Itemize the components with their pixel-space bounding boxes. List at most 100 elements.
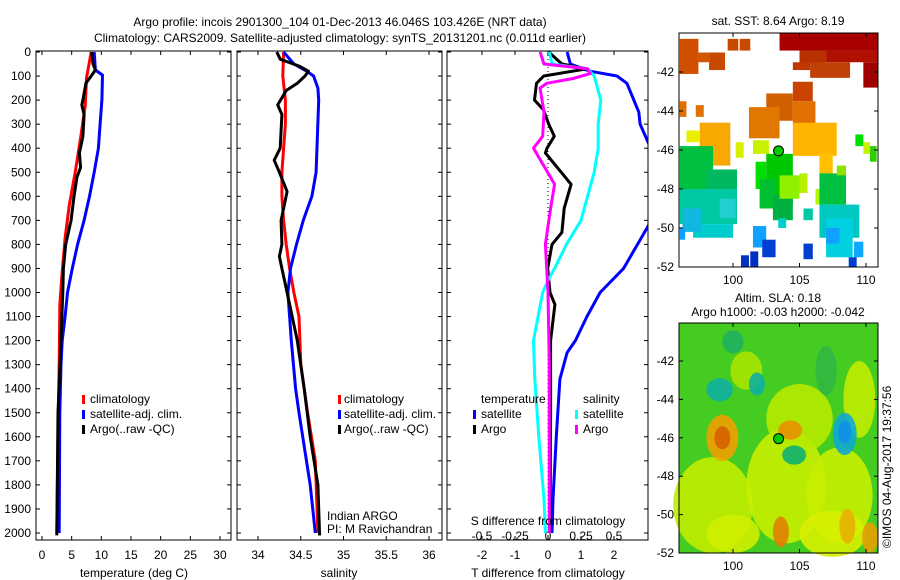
salinity-panel: 34 34.5 35 35.5 36: [236, 50, 443, 562]
s-difference-label: S difference from climatology: [471, 514, 626, 528]
sla-anomaly: [838, 420, 852, 444]
sst-cell: [762, 239, 776, 258]
series-line-argo-raw-qc-: [272, 51, 322, 536]
sst-cell: [855, 134, 864, 147]
sst-cell: [709, 52, 726, 71]
sla-anomaly: [815, 345, 837, 396]
y-tick-label: 1600: [4, 430, 31, 444]
sst-cell: [799, 173, 808, 193]
sst-cell: [740, 255, 749, 267]
lat-tick-label: -50: [657, 508, 675, 522]
sst-cell: [755, 161, 767, 189]
series-line-argo-raw-qc-: [55, 51, 97, 536]
s-tick-label: 0.25: [569, 529, 593, 543]
series-line-salinity-argo: [532, 51, 592, 533]
map-frame: [678, 32, 879, 268]
y-tick-label: 300: [11, 117, 31, 131]
sst-cell: [792, 81, 813, 102]
y-tick-label: 400: [11, 141, 31, 155]
y-tick-label: 800: [11, 237, 31, 251]
legend-argo: Argo(..raw -QC): [344, 422, 429, 436]
temperature-panel: 0100200300400500600700800900100011001200…: [4, 45, 232, 562]
sst-cell: [863, 62, 878, 88]
x-tick-label: 30: [213, 548, 227, 562]
sla-anomaly: [799, 510, 866, 557]
sla-map-subtitle: Argo h1000: -0.03 h2000: -0.042: [691, 305, 865, 319]
series-group: [532, 51, 648, 534]
s-tick-label: 0: [545, 529, 552, 543]
y-tick-label: 600: [11, 189, 31, 203]
sst-cell: [750, 251, 759, 267]
x-tick-label: 0: [39, 548, 46, 562]
timestamp: ©IMOS 04-Aug-2017 19:37:56: [880, 385, 894, 548]
argo-location-marker: [773, 433, 785, 445]
difference-panel: -2 -1 0 1 2 -0.5 -0.25 0 0.25 0.5: [446, 50, 649, 562]
sst-cell: [779, 33, 878, 51]
sla-anomaly: [748, 372, 765, 396]
y-tick-label: 100: [11, 69, 31, 83]
panel-frame: [236, 50, 443, 541]
legend-marker-s-argo: [575, 425, 578, 434]
x-tick-label: -2: [477, 548, 488, 562]
sst-cell: [686, 130, 700, 143]
legend-marker-argo: [338, 425, 341, 434]
lat-tick-label: -46: [657, 431, 675, 445]
y-tick-label: 1700: [4, 454, 31, 468]
y-tick-label: 1400: [4, 382, 31, 396]
legend-satellite: satellite-adj. clim.: [90, 407, 182, 421]
x-tick-label: 20: [154, 548, 168, 562]
argo-location-marker: [773, 145, 785, 157]
map-frame: [678, 322, 879, 554]
sst-cell: [695, 105, 704, 117]
x-tick-label: 10: [95, 548, 109, 562]
temperature-xlabel: temperature (deg C): [80, 566, 188, 580]
series-group: [55, 51, 104, 536]
y-tick-label: 500: [11, 165, 31, 179]
sst-cell: [848, 257, 857, 267]
legend-satellite: satellite-adj. clim.: [344, 407, 436, 421]
lat-tick-label: -52: [657, 260, 675, 274]
legend-marker-climatology: [338, 395, 341, 404]
series-line-satellite-adj-clim-: [282, 51, 321, 534]
sst-cell: [727, 38, 739, 51]
sst-cell: [748, 107, 780, 139]
sst-cell: [693, 224, 733, 238]
series-group: [272, 51, 322, 536]
y-tick-label: 0: [24, 45, 31, 59]
sla-anomaly: [746, 428, 827, 544]
legend-t-argo: Argo: [481, 422, 507, 436]
x-tick-label: 15: [124, 548, 138, 562]
sst-cell: [803, 208, 813, 221]
sst-cell: [819, 173, 847, 205]
sst-cell: [682, 208, 702, 232]
lat-tick-label: -48: [657, 469, 675, 483]
difference-xlabel: T difference from climatology: [471, 566, 625, 580]
legend-marker-t-argo: [473, 425, 476, 434]
lon-tick-label: 105: [789, 273, 809, 287]
annotation-indian-argo: Indian ARGO: [327, 509, 398, 523]
series-line-satellite-adj-clim-: [57, 51, 104, 534]
sla-anomaly: [706, 514, 760, 553]
x-tick-label: 36: [422, 548, 436, 562]
annotation-pi: PI: M Ravichandran: [327, 522, 432, 536]
legend-s-argo: Argo: [583, 422, 609, 436]
y-tick-label: 1300: [4, 358, 31, 372]
sst-cell: [779, 175, 800, 199]
y-tick-label: 1900: [4, 502, 31, 516]
sst-cell: [799, 50, 827, 65]
y-tick-label: 700: [11, 213, 31, 227]
legend-argo: Argo(..raw -QC): [90, 422, 175, 436]
series-line-temperature-satellite: [550, 51, 648, 534]
sla-anomaly: [778, 420, 803, 440]
difference-legend: temperature satellite Argo salinity sate…: [473, 392, 624, 436]
legend-header-salinity: salinity: [583, 392, 620, 406]
salinity-xlabel: salinity: [321, 566, 358, 580]
x-tick-label: 35.5: [375, 548, 399, 562]
legend-s-satellite: satellite: [583, 407, 624, 421]
x-tick-label: 34: [251, 548, 265, 562]
series-line-salinity-satellite: [532, 51, 603, 534]
sst-cell: [752, 140, 769, 154]
sst-cell: [836, 165, 847, 176]
series-line-temperature-argo: [533, 51, 589, 534]
legend-marker-climatology: [82, 395, 85, 404]
